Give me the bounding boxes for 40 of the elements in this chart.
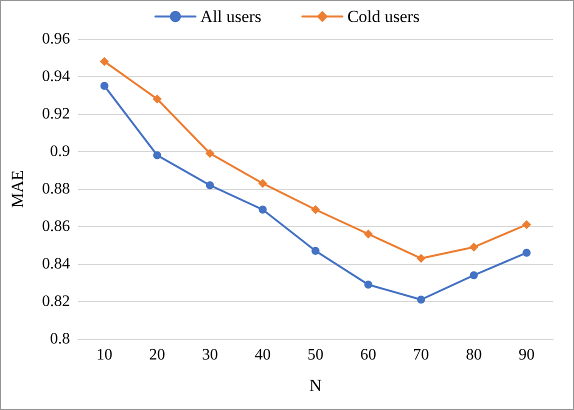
point xyxy=(258,178,268,188)
y-axis-title: MAE xyxy=(8,170,27,208)
point xyxy=(100,82,108,90)
legend-label: Cold users xyxy=(347,7,420,26)
y-tick-label: 0.9 xyxy=(50,143,70,160)
x-axis-title: N xyxy=(309,376,322,395)
x-tick-label: 60 xyxy=(360,346,376,364)
point xyxy=(522,248,531,257)
x-tick-label: 40 xyxy=(254,346,271,364)
point xyxy=(152,94,162,104)
y-tick-label: 0.82 xyxy=(42,293,70,310)
x-tick-label: 30 xyxy=(202,346,218,364)
y-tick-label: 0.96 xyxy=(42,30,70,48)
x-tick-label: 20 xyxy=(149,346,166,364)
point xyxy=(206,181,214,190)
point xyxy=(100,57,109,66)
point xyxy=(522,220,532,230)
point xyxy=(364,230,373,238)
y-tick-label: 0.88 xyxy=(42,180,70,198)
x-tick-label: 10 xyxy=(96,346,112,364)
legend-label: All users xyxy=(200,7,262,26)
y-tick-label: 0.84 xyxy=(42,256,70,272)
x-tick-label: 70 xyxy=(413,346,430,364)
point xyxy=(417,296,426,304)
x-tick-label: 80 xyxy=(466,346,482,364)
y-tick-label: 0.8 xyxy=(50,330,70,348)
x-tick-label: 50 xyxy=(308,346,324,364)
point xyxy=(416,254,426,263)
point xyxy=(469,242,478,252)
point xyxy=(258,206,267,214)
point xyxy=(311,205,320,214)
y-tick-label: 0.86 xyxy=(42,218,70,235)
y-tick-label: 0.94 xyxy=(42,68,70,85)
point xyxy=(364,280,372,289)
point xyxy=(312,246,320,255)
point xyxy=(205,148,214,158)
x-tick-label: 90 xyxy=(518,346,535,364)
y-tick-label: 0.92 xyxy=(42,106,70,122)
point xyxy=(153,151,162,160)
point xyxy=(470,271,478,280)
